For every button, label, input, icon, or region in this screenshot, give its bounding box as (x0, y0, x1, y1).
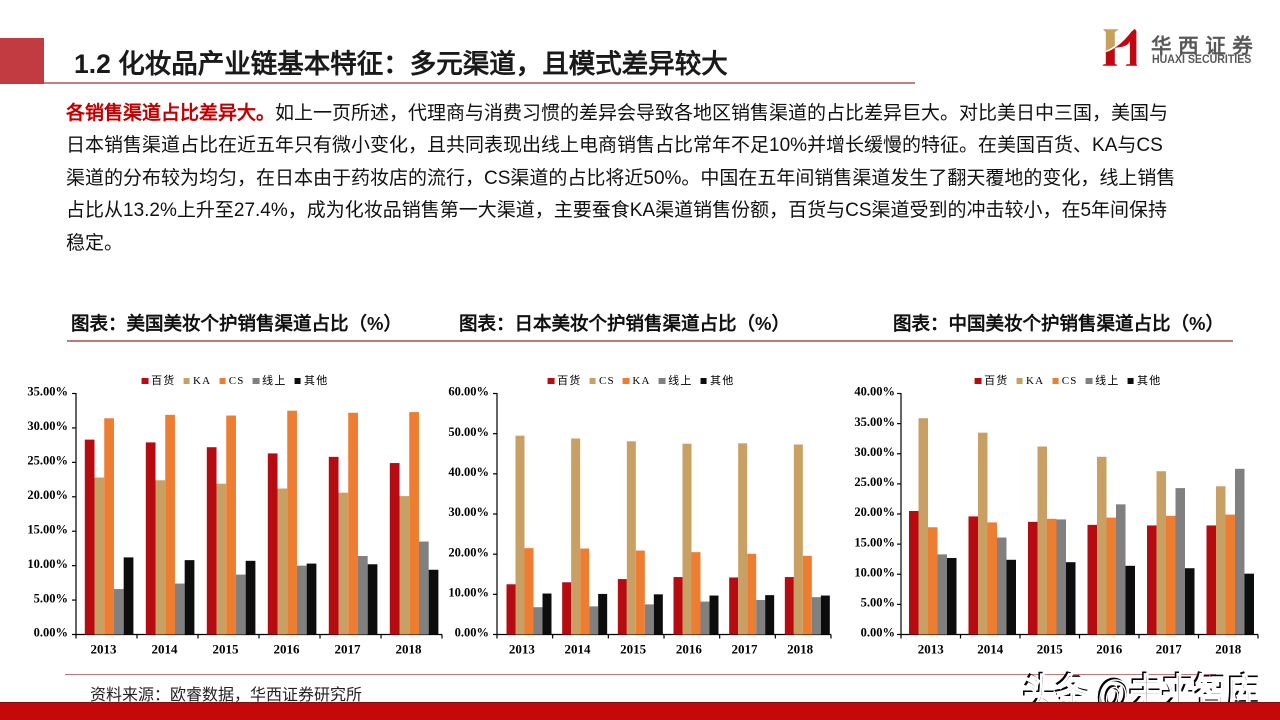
svg-text:2014: 2014 (565, 642, 592, 657)
svg-text:2016: 2016 (1096, 642, 1123, 657)
svg-text:20.00%: 20.00% (854, 505, 895, 519)
svg-text:0.00%: 0.00% (455, 626, 489, 640)
svg-text:25.00%: 25.00% (854, 475, 895, 489)
svg-text:20.00%: 20.00% (448, 545, 489, 559)
svg-text:30.00%: 30.00% (27, 419, 68, 433)
svg-text:30.00%: 30.00% (854, 445, 895, 459)
svg-text:15.00%: 15.00% (854, 535, 895, 549)
svg-text:2018: 2018 (787, 642, 814, 657)
svg-text:35.00%: 35.00% (27, 385, 68, 399)
svg-text:50.00%: 50.00% (448, 425, 489, 439)
svg-text:40.00%: 40.00% (448, 465, 489, 479)
svg-text:5.00%: 5.00% (34, 591, 68, 605)
svg-text:10.00%: 10.00% (27, 557, 68, 571)
svg-text:2015: 2015 (1037, 642, 1064, 657)
svg-text:2014: 2014 (152, 642, 179, 657)
svg-text:35.00%: 35.00% (854, 415, 895, 429)
svg-text:2013: 2013 (91, 642, 118, 657)
svg-text:10.00%: 10.00% (448, 586, 489, 600)
svg-text:2015: 2015 (213, 642, 240, 657)
svg-text:0.00%: 0.00% (34, 626, 68, 640)
svg-text:2013: 2013 (509, 642, 536, 657)
svg-text:2016: 2016 (274, 642, 301, 657)
svg-text:2015: 2015 (620, 642, 647, 657)
svg-text:2013: 2013 (918, 642, 945, 657)
svg-text:25.00%: 25.00% (27, 454, 68, 468)
svg-text:40.00%: 40.00% (854, 385, 895, 399)
svg-text:20.00%: 20.00% (27, 488, 68, 502)
svg-text:60.00%: 60.00% (448, 385, 489, 399)
svg-text:2014: 2014 (977, 642, 1004, 657)
svg-text:15.00%: 15.00% (27, 522, 68, 536)
svg-text:2017: 2017 (335, 642, 362, 657)
svg-text:5.00%: 5.00% (861, 596, 895, 610)
svg-text:2017: 2017 (732, 642, 759, 657)
svg-text:2018: 2018 (396, 642, 423, 657)
svg-text:2018: 2018 (1215, 642, 1242, 657)
svg-text:0.00%: 0.00% (861, 626, 895, 640)
svg-text:2016: 2016 (676, 642, 703, 657)
svg-text:10.00%: 10.00% (854, 565, 895, 579)
svg-text:2017: 2017 (1156, 642, 1183, 657)
svg-text:30.00%: 30.00% (448, 505, 489, 519)
